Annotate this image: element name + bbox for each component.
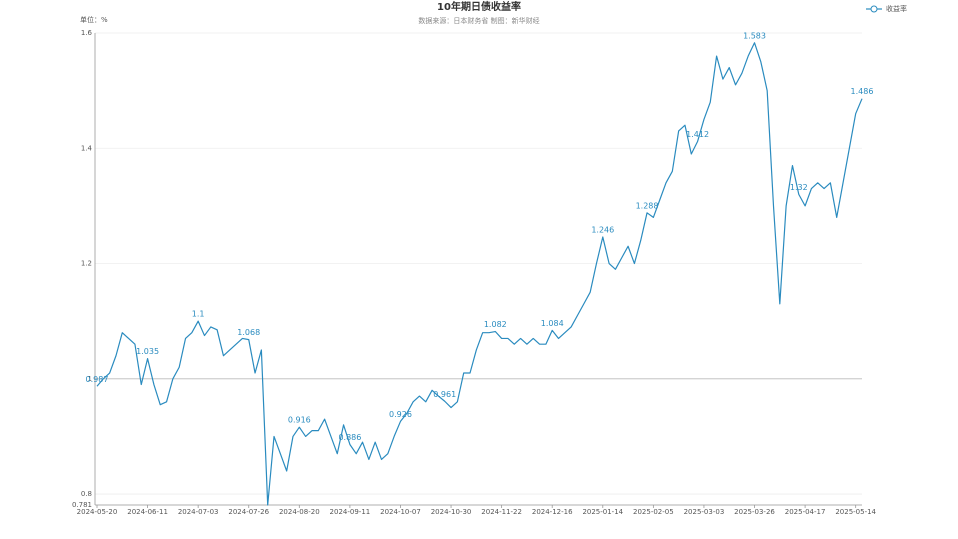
x-tick-label: 2025-04-17: [785, 508, 826, 516]
y-tick-label: 1.4: [81, 144, 93, 152]
x-tick-label: 2024-08-20: [279, 508, 320, 516]
x-tick-label: 2024-12-16: [532, 508, 573, 516]
data-label: 1.288: [636, 201, 659, 210]
x-tick-label: 2025-03-26: [734, 508, 775, 516]
data-label: 1.068: [237, 328, 260, 337]
y-tick-label: 1.6: [81, 29, 93, 37]
y-tick-label: 1: [88, 375, 92, 383]
data-label: 1.583: [743, 31, 766, 40]
data-label: 0.926: [389, 410, 412, 419]
data-label: 1.246: [591, 226, 614, 235]
y-tick-label: 1.2: [81, 260, 92, 268]
x-tick-label: 2024-07-26: [228, 508, 269, 516]
data-label: 1.32: [790, 183, 808, 192]
data-label: 0.886: [338, 433, 361, 442]
x-tick-label: 2024-05-20: [77, 508, 118, 516]
data-label: 0.961: [433, 390, 456, 399]
data-label: 1.486: [851, 87, 874, 96]
x-tick-label: 2025-05-14: [835, 508, 876, 516]
x-tick-label: 2024-06-11: [127, 508, 168, 516]
legend-label: 收益率: [886, 4, 907, 13]
data-label: 0.987: [86, 375, 109, 384]
line-series: [96, 42, 863, 506]
chart-title: 10年期日债收益率: [437, 0, 521, 13]
y-tick-label: 0.8: [81, 490, 92, 498]
x-tick-label: 2025-01-14: [582, 508, 623, 516]
x-tick-label: 2025-03-03: [684, 508, 725, 516]
legend-marker: [870, 5, 878, 13]
y-tick-label: 0.781: [72, 501, 92, 509]
y-axis-label: 单位：%: [80, 15, 108, 24]
data-label: 1.082: [484, 320, 507, 329]
x-tick-label: 2024-09-11: [330, 508, 371, 516]
x-tick-label: 2024-11-22: [481, 508, 522, 516]
x-tick-label: 2024-07-03: [178, 508, 219, 516]
x-tick-label: 2024-10-30: [431, 508, 472, 516]
data-label: 1.084: [541, 319, 564, 328]
chart-subtitle: 数据来源：日本财务省 制图：新华财经: [418, 16, 539, 25]
data-label: 0.916: [288, 416, 311, 425]
data-label: 1.035: [136, 347, 159, 356]
data-label: 1.1: [192, 310, 205, 319]
data-label: 1.412: [686, 130, 709, 139]
x-tick-label: 2024-10-07: [380, 508, 421, 516]
x-tick-label: 2025-02-05: [633, 508, 674, 516]
